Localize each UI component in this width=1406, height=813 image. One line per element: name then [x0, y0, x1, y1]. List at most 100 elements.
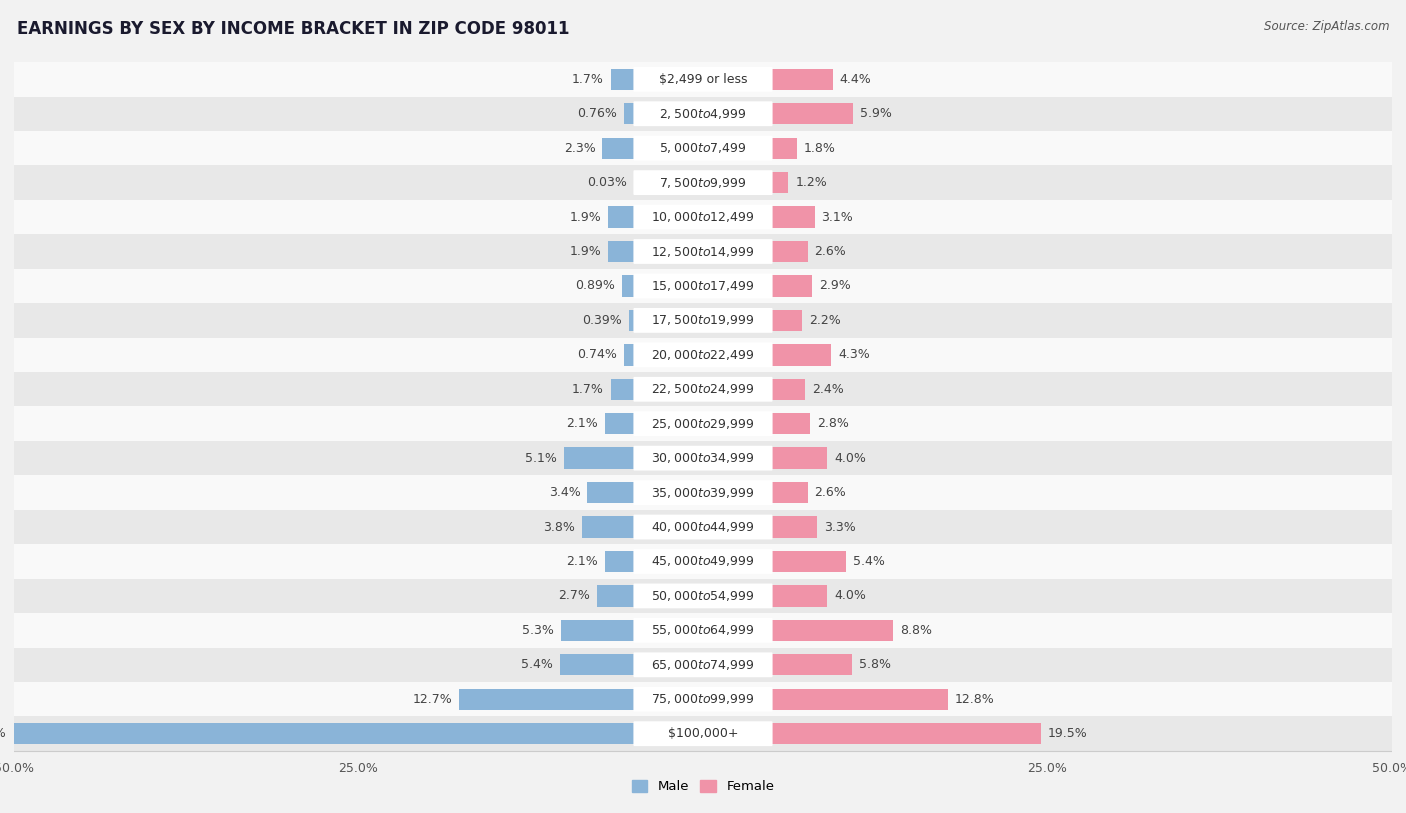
FancyBboxPatch shape [634, 239, 772, 264]
Bar [14, 131, 1392, 165]
Text: 2.4%: 2.4% [811, 383, 844, 396]
FancyBboxPatch shape [634, 377, 772, 402]
Bar [772, 620, 893, 641]
Text: $22,500 to $24,999: $22,500 to $24,999 [651, 382, 755, 396]
Bar [772, 344, 831, 366]
Bar [460, 689, 634, 710]
Text: 1.7%: 1.7% [572, 383, 603, 396]
Text: 0.74%: 0.74% [576, 348, 617, 361]
Text: 1.9%: 1.9% [569, 245, 600, 258]
Text: 3.3%: 3.3% [824, 520, 856, 533]
Text: 0.89%: 0.89% [575, 280, 614, 293]
Text: 4.0%: 4.0% [834, 452, 866, 465]
Bar [13, 723, 634, 745]
Text: 0.39%: 0.39% [582, 314, 621, 327]
Text: 19.5%: 19.5% [1047, 727, 1087, 740]
Bar [772, 551, 846, 572]
Text: $20,000 to $22,499: $20,000 to $22,499 [651, 348, 755, 362]
Bar [772, 585, 827, 606]
Text: 1.9%: 1.9% [569, 211, 600, 224]
FancyBboxPatch shape [634, 687, 772, 711]
Bar [14, 372, 1392, 406]
Bar [610, 379, 634, 400]
Text: 4.4%: 4.4% [839, 73, 872, 86]
Bar [602, 137, 634, 159]
Text: 2.2%: 2.2% [808, 314, 841, 327]
Text: 0.76%: 0.76% [576, 107, 617, 120]
Text: 45.1%: 45.1% [0, 727, 6, 740]
Text: Source: ZipAtlas.com: Source: ZipAtlas.com [1264, 20, 1389, 33]
FancyBboxPatch shape [634, 411, 772, 436]
Bar [772, 689, 948, 710]
Text: $55,000 to $64,999: $55,000 to $64,999 [651, 624, 755, 637]
Bar [14, 579, 1392, 613]
Bar [598, 585, 634, 606]
FancyBboxPatch shape [634, 721, 772, 746]
Text: $35,000 to $39,999: $35,000 to $39,999 [651, 485, 755, 500]
Text: $15,000 to $17,499: $15,000 to $17,499 [651, 279, 755, 293]
Bar [772, 413, 810, 434]
Bar [14, 200, 1392, 234]
Bar [772, 276, 811, 297]
Text: 1.7%: 1.7% [572, 73, 603, 86]
Bar [605, 413, 634, 434]
FancyBboxPatch shape [634, 446, 772, 471]
Bar [560, 654, 634, 676]
Bar [772, 103, 853, 124]
Bar [14, 716, 1392, 751]
Bar [14, 682, 1392, 716]
Text: 5.1%: 5.1% [524, 452, 557, 465]
Text: $17,500 to $19,999: $17,500 to $19,999 [651, 313, 755, 328]
Text: 2.1%: 2.1% [567, 417, 599, 430]
Text: 2.7%: 2.7% [558, 589, 591, 602]
Text: 3.1%: 3.1% [821, 211, 853, 224]
Bar [14, 648, 1392, 682]
Bar [772, 137, 797, 159]
FancyBboxPatch shape [634, 205, 772, 229]
Bar [561, 620, 634, 641]
Text: $7,500 to $9,999: $7,500 to $9,999 [659, 176, 747, 189]
Bar [621, 276, 634, 297]
Text: 12.7%: 12.7% [412, 693, 453, 706]
FancyBboxPatch shape [634, 584, 772, 608]
Bar [772, 723, 1040, 745]
FancyBboxPatch shape [634, 308, 772, 333]
Text: 5.8%: 5.8% [859, 659, 890, 672]
FancyBboxPatch shape [634, 170, 772, 195]
Bar [14, 544, 1392, 579]
Text: $75,000 to $99,999: $75,000 to $99,999 [651, 692, 755, 706]
Bar [14, 97, 1392, 131]
Bar [772, 516, 817, 537]
Bar [772, 654, 852, 676]
Text: 5.4%: 5.4% [853, 555, 884, 568]
Text: $40,000 to $44,999: $40,000 to $44,999 [651, 520, 755, 534]
Text: $45,000 to $49,999: $45,000 to $49,999 [651, 554, 755, 568]
Text: 8.8%: 8.8% [900, 624, 932, 637]
Text: $65,000 to $74,999: $65,000 to $74,999 [651, 658, 755, 672]
Text: $5,000 to $7,499: $5,000 to $7,499 [659, 141, 747, 155]
Text: 2.3%: 2.3% [564, 141, 596, 154]
Bar [14, 303, 1392, 337]
Bar [14, 476, 1392, 510]
Text: $50,000 to $54,999: $50,000 to $54,999 [651, 589, 755, 603]
FancyBboxPatch shape [634, 480, 772, 505]
Bar [588, 482, 634, 503]
Text: 5.4%: 5.4% [522, 659, 553, 672]
Text: $2,500 to $4,999: $2,500 to $4,999 [659, 107, 747, 121]
Bar [772, 207, 814, 228]
Text: 2.8%: 2.8% [817, 417, 849, 430]
Bar [624, 103, 634, 124]
Bar [772, 447, 827, 469]
Text: 5.9%: 5.9% [860, 107, 891, 120]
Bar [14, 337, 1392, 372]
Bar [772, 172, 789, 193]
Text: 1.2%: 1.2% [796, 176, 827, 189]
Bar [607, 241, 634, 262]
FancyBboxPatch shape [634, 136, 772, 161]
Bar [582, 516, 634, 537]
Text: $2,499 or less: $2,499 or less [659, 73, 747, 86]
Text: EARNINGS BY SEX BY INCOME BRACKET IN ZIP CODE 98011: EARNINGS BY SEX BY INCOME BRACKET IN ZIP… [17, 20, 569, 38]
Text: 12.8%: 12.8% [955, 693, 995, 706]
Text: 0.03%: 0.03% [586, 176, 627, 189]
FancyBboxPatch shape [634, 342, 772, 367]
